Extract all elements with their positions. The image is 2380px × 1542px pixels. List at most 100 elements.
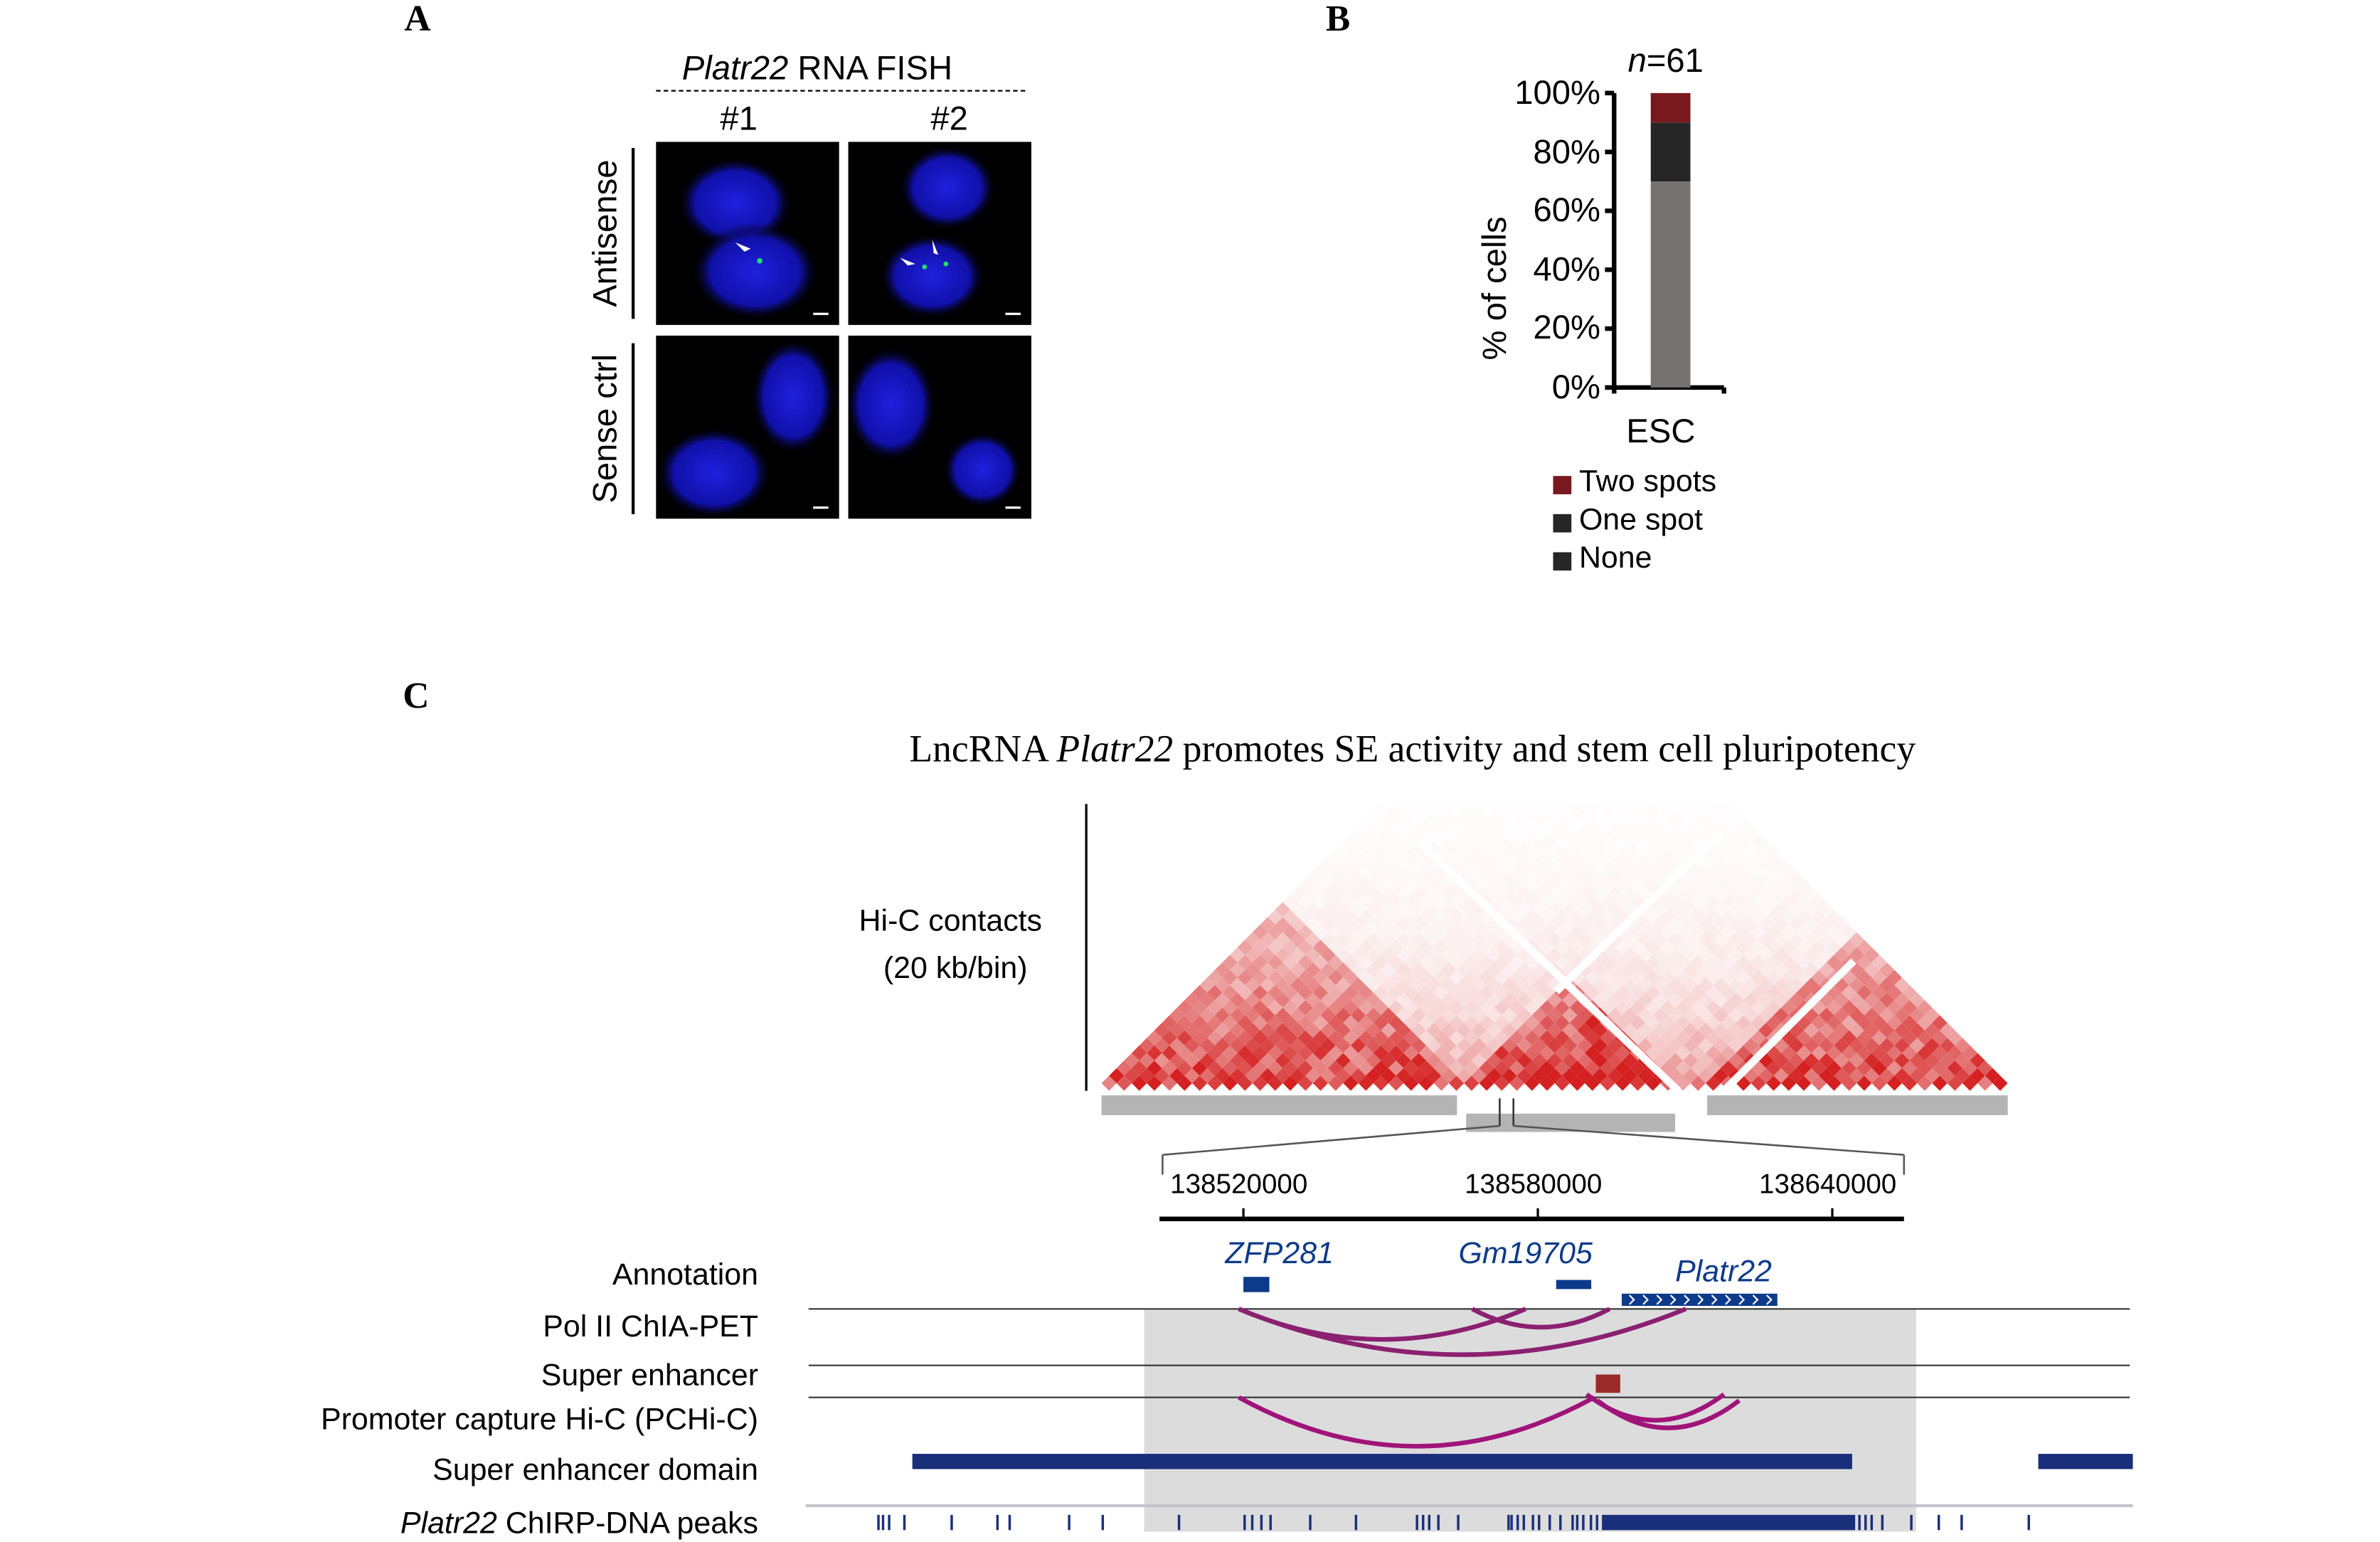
hic-bin: [1653, 751, 1668, 766]
hic-bin: [1607, 1068, 1623, 1083]
hic-bin: [1675, 1015, 1691, 1031]
hic-bin: [1464, 864, 1479, 880]
hic-bin: [1509, 819, 1525, 834]
hic-bin: [1569, 1000, 1585, 1016]
hic-bin: [1879, 1038, 1895, 1053]
hic-bin: [1765, 1015, 1782, 1031]
row-bracket: [631, 148, 635, 319]
hic-bin: [1902, 1045, 1918, 1061]
hic-bin: [1826, 925, 1842, 940]
hic-bin: [1592, 1053, 1608, 1068]
hic-bin: [1622, 977, 1638, 993]
hic-bin: [1531, 902, 1548, 918]
hic-bin: [1637, 977, 1653, 993]
hic-bin: [1524, 894, 1540, 910]
hic-bin: [1539, 713, 1554, 728]
hic-bin: [1886, 1000, 1903, 1016]
hic-bin: [1781, 955, 1797, 970]
hic-bin: [1509, 864, 1525, 880]
hic-bin: [1728, 886, 1744, 903]
hic-bin: [1539, 894, 1555, 910]
hic-bin: [1524, 713, 1539, 728]
hic-bin: [1660, 940, 1676, 955]
hic-bin: [1147, 1045, 1162, 1061]
hic-bin: [1592, 902, 1608, 918]
legend-swatch: [1553, 476, 1572, 494]
hic-bin: [1464, 713, 1479, 728]
chirp-peak: [1522, 1514, 1526, 1531]
hic-bin: [1448, 1045, 1465, 1061]
hic-bin: [1471, 977, 1487, 993]
hic-bin: [1585, 940, 1600, 955]
hic-bin: [1479, 698, 1494, 713]
hic-bin: [1947, 1045, 1962, 1061]
hic-bin: [1721, 1045, 1736, 1061]
hic-bin: [1373, 1075, 1389, 1091]
hic-bin: [1803, 1053, 1819, 1068]
hic-bin: [1600, 1060, 1615, 1076]
hic-bin: [1721, 1015, 1736, 1031]
hic-bin: [1667, 962, 1684, 978]
hic-bin: [1593, 676, 1608, 691]
hic-bin: [1555, 638, 1570, 653]
hic-bin: [1758, 1007, 1774, 1023]
hic-bin: [1705, 925, 1721, 940]
hic-bin: [1343, 834, 1359, 849]
hic-bin: [1577, 902, 1593, 918]
hic-bin: [1335, 886, 1351, 903]
hic-bin: [1592, 1038, 1608, 1053]
hic-bin: [1358, 864, 1374, 880]
hic-bin: [1237, 984, 1253, 1001]
hic-bin: [1683, 902, 1699, 918]
hic-bin: [1350, 1007, 1366, 1023]
hic-bin: [1955, 1053, 1970, 1068]
hic-bin: [1751, 1075, 1766, 1091]
hic-bin: [1358, 984, 1374, 1001]
hic-bin: [1471, 917, 1487, 932]
hic-bin: [1652, 811, 1668, 826]
hic-bin: [1562, 660, 1577, 675]
y-tick-label: 40%: [1533, 250, 1600, 288]
hic-bin: [1796, 1045, 1812, 1061]
hic-bin: [1705, 1045, 1721, 1061]
hic-bin: [1615, 743, 1630, 758]
legend-swatch: [1553, 514, 1572, 533]
hic-bin: [1788, 932, 1804, 947]
hic-bin: [1539, 984, 1555, 1001]
chirp-peak: [1422, 1514, 1425, 1531]
chirp-peak: [1538, 1514, 1541, 1531]
hic-bin: [1849, 1053, 1864, 1068]
hic-bin: [1721, 955, 1736, 970]
hic-bin: [1645, 925, 1661, 940]
hic-bin: [1879, 962, 1895, 978]
chirp-rest: ChIRP-DNA peaks: [496, 1507, 759, 1541]
hic-bin: [1705, 864, 1721, 880]
hic-bin: [1894, 1068, 1910, 1083]
hic-bin: [1569, 1075, 1585, 1091]
hic-bin: [1842, 1015, 1857, 1031]
title-pre: LncRNA: [909, 729, 1057, 771]
hic-bin: [1373, 819, 1389, 834]
hic-bin: [1388, 819, 1404, 834]
chirp-peak: [1008, 1514, 1011, 1531]
hic-bin: [1449, 728, 1464, 743]
hic-bin: [1358, 819, 1374, 834]
hic-bin: [1487, 1038, 1502, 1053]
hic-bin: [1751, 864, 1766, 880]
hic-bin: [1622, 721, 1637, 735]
hic-bin: [1448, 969, 1465, 985]
hic-bin: [1675, 849, 1691, 865]
hic-bin: [1803, 1007, 1819, 1023]
hic-bin: [1811, 1015, 1827, 1031]
hic-bin: [1101, 1075, 1117, 1091]
hic-bin: [1350, 947, 1366, 963]
hic-bin: [1652, 917, 1668, 932]
hic-bin: [1705, 940, 1721, 955]
track-label-se: Super enhancer: [541, 1359, 759, 1393]
hic-bin: [1388, 804, 1404, 819]
hic-bin: [1169, 1007, 1185, 1023]
hic-bin: [1743, 1038, 1759, 1053]
hic-bin: [1894, 1007, 1910, 1023]
hic-bin: [1456, 811, 1472, 826]
hic-bin: [1569, 1030, 1585, 1046]
